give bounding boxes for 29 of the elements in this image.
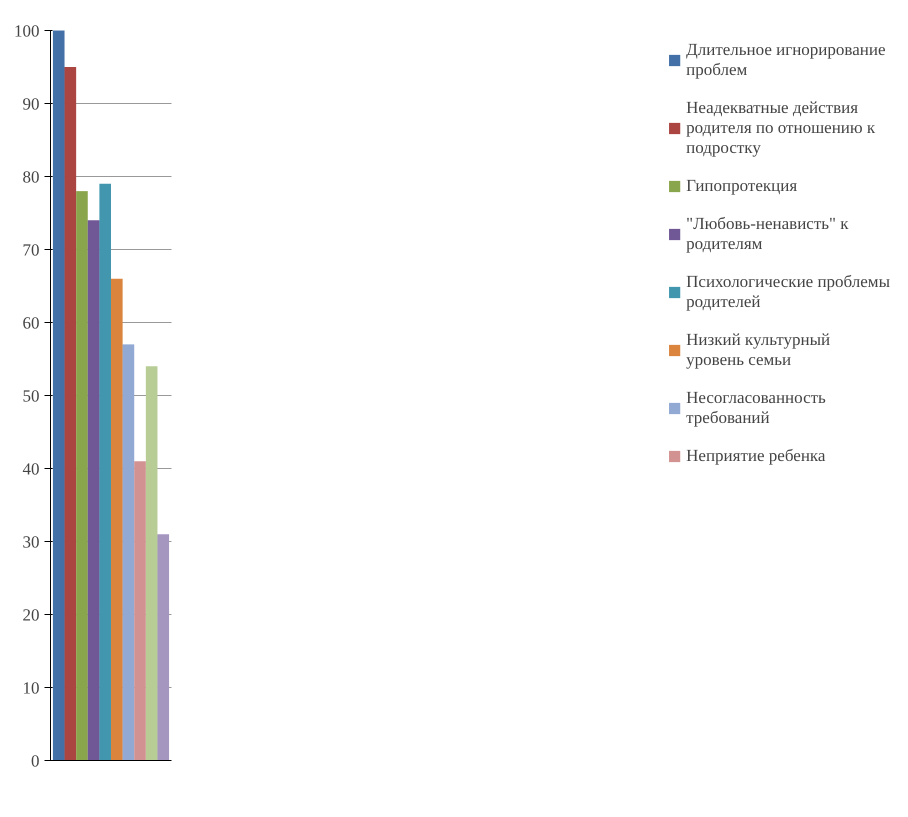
bar <box>134 461 146 760</box>
legend-label: Низкий культурный уровень семьи <box>686 330 830 370</box>
bar <box>157 534 170 760</box>
y-tick-label: 100 <box>14 22 40 40</box>
y-tick-label: 80 <box>22 168 40 186</box>
y-tick-label: 60 <box>22 314 40 332</box>
y-tick-label: 70 <box>22 240 40 260</box>
y-tick-label: 20 <box>22 606 40 624</box>
y-tick-label: 40 <box>22 460 40 478</box>
bar <box>146 366 158 760</box>
bar <box>76 191 88 760</box>
bar <box>99 184 111 760</box>
bar <box>111 278 123 760</box>
y-tick-label: 50 <box>22 386 40 406</box>
y-tick-label: 30 <box>22 532 40 552</box>
legend-label: Длительное игнорирование проблем <box>686 40 886 80</box>
y-tick-label: 10 <box>22 678 40 698</box>
bar <box>88 220 100 760</box>
bar <box>122 344 134 760</box>
legend-label: Неадекватные действия родителя по отношению к подростку <box>686 98 876 158</box>
bar <box>52 30 65 760</box>
legend-label: "Любовь-ненависть" к родителям <box>686 214 848 254</box>
y-tick-label: 90 <box>22 94 40 114</box>
legend-label: Гипопротекция <box>686 176 798 196</box>
bar <box>64 67 76 760</box>
legend-label: Неприятие ребенка <box>686 446 826 466</box>
legend-label: Психологические проблемы родителей <box>686 272 890 312</box>
y-tick-label: 0 <box>31 752 40 770</box>
legend-label: Несогласованность требований <box>686 388 826 428</box>
